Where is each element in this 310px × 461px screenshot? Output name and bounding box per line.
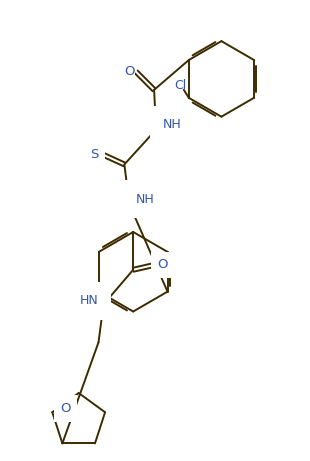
Text: NH: NH — [162, 118, 181, 131]
Text: Cl: Cl — [175, 79, 187, 92]
Text: O: O — [60, 402, 71, 415]
Text: O: O — [124, 65, 135, 78]
Text: HN: HN — [80, 294, 99, 307]
Text: O: O — [158, 258, 168, 271]
Text: S: S — [91, 148, 99, 161]
Text: NH: NH — [136, 193, 155, 206]
